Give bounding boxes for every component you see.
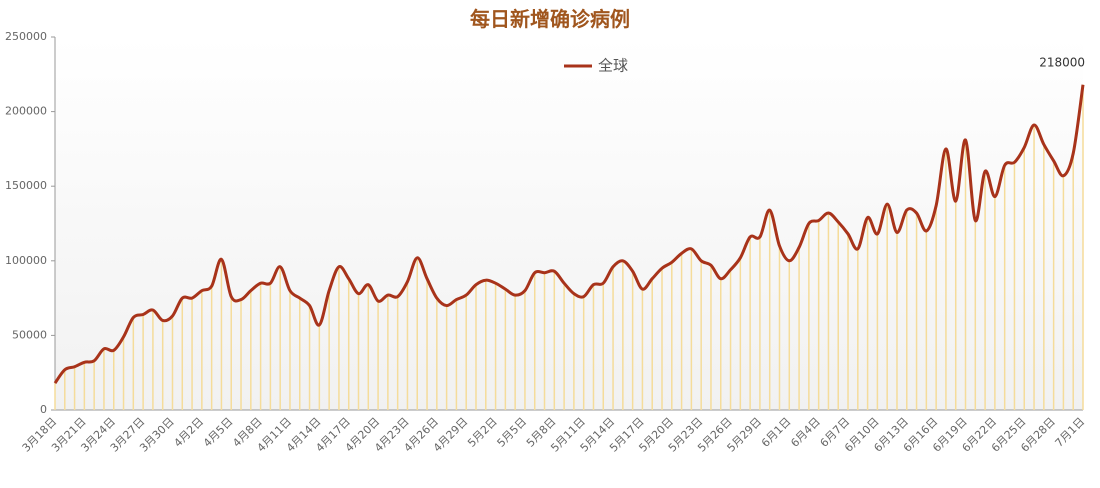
x-tick-label: 4月5日 (201, 415, 236, 450)
chart-title: 每日新增确诊病例 (470, 7, 630, 31)
x-tick-label: 5月2日 (465, 415, 500, 450)
y-tick-label: 250000 (5, 30, 47, 43)
x-tick-label: 7月1日 (1053, 415, 1088, 450)
plot-background (55, 37, 1083, 410)
x-tick-label: 6月1日 (759, 415, 794, 450)
y-tick-label: 0 (40, 403, 47, 416)
y-tick-label: 50000 (12, 328, 47, 341)
y-tick-label: 150000 (5, 179, 47, 192)
x-tick-label: 4月2日 (171, 415, 206, 450)
series-line (53, 84, 1085, 385)
x-tick-label: 5月5日 (495, 415, 530, 450)
legend-label[interactable]: 全球 (598, 57, 628, 75)
data-label: 218000 (1039, 56, 1085, 70)
x-tick-label: 6月4日 (788, 415, 823, 450)
y-tick-label: 200000 (5, 105, 47, 118)
y-tick-label: 100000 (5, 254, 47, 267)
